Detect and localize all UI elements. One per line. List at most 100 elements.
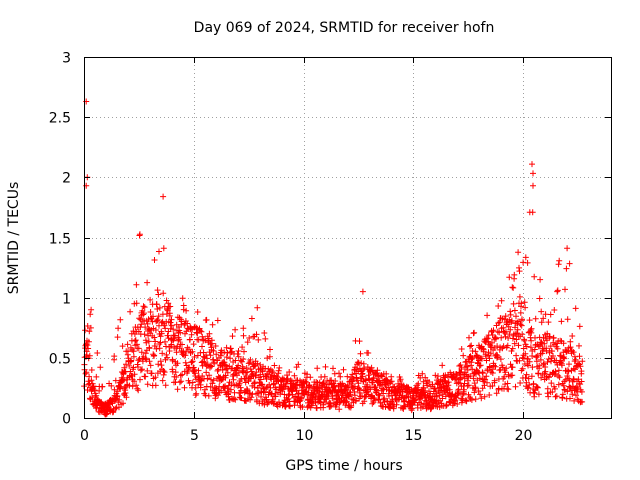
data-point [349,371,356,378]
axis-ticks [84,57,611,419]
data-point [471,329,478,336]
data-point [424,382,431,389]
data-point [516,357,523,364]
data-point [262,388,268,395]
data-point [162,382,169,389]
data-point [239,344,246,351]
data-point [494,353,501,360]
data-point [350,385,357,391]
data-point [319,380,326,387]
data-point [552,393,559,400]
data-point [525,384,532,391]
data-point [486,355,493,362]
data-point [503,328,509,335]
data-point [144,367,151,374]
data-point [559,391,566,398]
data-point [468,397,475,403]
data-point [246,335,253,341]
data-point [519,331,526,338]
data-point [116,396,123,403]
data-point [374,367,381,374]
data-point [342,402,349,409]
data-point [265,371,272,378]
data-point [143,339,150,346]
x-tick-label: 20 [515,428,533,444]
data-point [155,291,162,298]
data-point [436,392,443,399]
data-point [530,380,537,387]
data-point [152,374,159,381]
data-point [564,388,571,395]
data-point [232,396,239,403]
data-point [525,362,532,369]
data-point [146,358,153,365]
data-point [579,358,586,365]
data-point [151,352,158,359]
data-point [240,325,247,332]
data-point [509,345,516,352]
data-point [337,373,344,380]
data-point [119,376,126,383]
data-point [455,389,462,396]
data-point [553,393,560,400]
y-tick-label: 0 [62,412,71,428]
data-point [485,338,492,345]
data-point [156,322,162,329]
data-point [477,362,484,369]
data-point [494,343,501,350]
data-point [525,375,532,382]
data-point [189,358,196,365]
data-point [137,376,143,383]
data-point [569,333,576,339]
data-point [313,405,320,412]
data-point [211,360,218,367]
y-tick-label: 1 [62,292,71,308]
data-point [555,381,562,388]
data-point [322,363,329,370]
data-point [132,337,139,344]
data-point [358,360,365,367]
data-point [304,371,311,378]
data-point [377,399,384,406]
y-axis-label: SRMTID / TECUs [6,182,22,295]
data-point [531,390,538,397]
data-point [85,338,92,345]
data-point [563,265,570,272]
data-point [468,342,475,349]
data-point [336,406,343,413]
data-point [573,384,580,390]
data-point [213,351,220,358]
data-point [383,370,390,377]
data-point [460,352,467,359]
data-point [147,309,154,315]
data-point [133,300,140,307]
data-point [84,387,91,393]
data-point [169,357,176,364]
data-point [364,381,371,388]
data-point [573,392,579,399]
data-point [387,379,394,386]
data-point [174,360,181,367]
data-point [466,334,472,341]
data-point [138,349,145,356]
data-point [179,371,186,378]
data-point [97,364,104,371]
data-point [578,388,585,395]
data-point [307,374,314,381]
data-point [90,383,97,390]
data-point [284,372,290,379]
data-point [467,373,474,379]
data-point [234,351,241,357]
data-point [207,362,214,369]
data-point [84,323,91,329]
data-point [148,370,155,377]
data-point [533,358,540,365]
data-point [144,320,151,327]
data-point [458,346,465,352]
data-point [202,386,208,393]
data-point [530,170,536,177]
data-point [555,261,562,268]
data-point [518,322,525,329]
data-point [221,361,228,368]
data-point [264,355,271,362]
